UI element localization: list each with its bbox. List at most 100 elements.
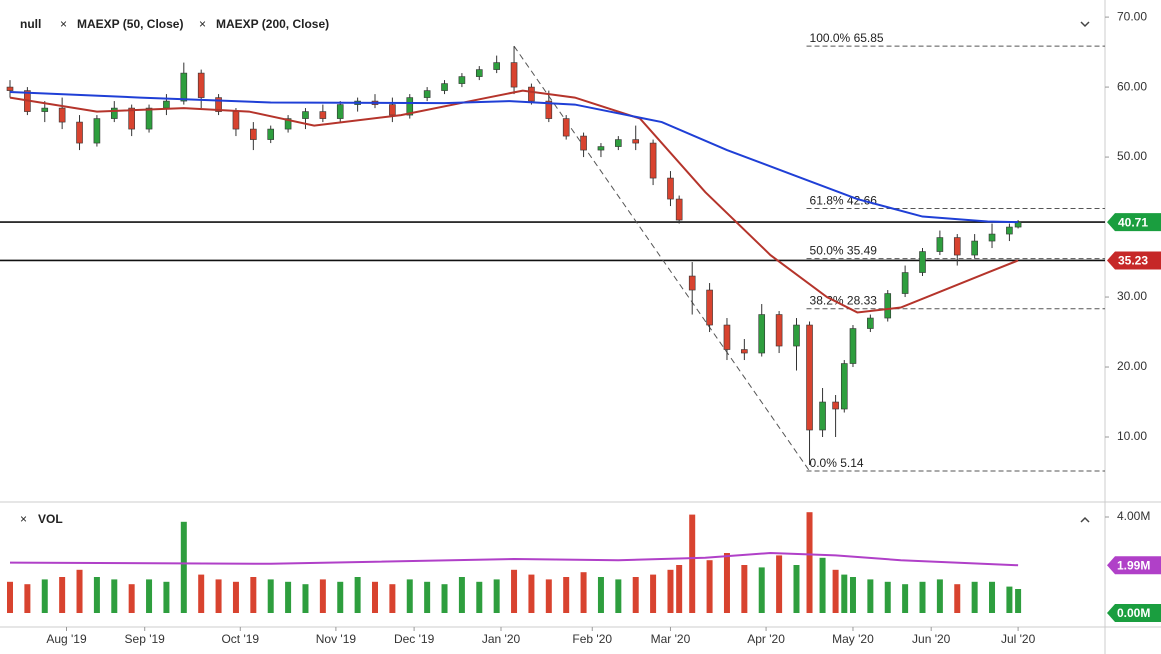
candle-body [667,177,674,200]
fib-ratio: 100.0% [810,31,851,45]
volume-bar [458,577,465,613]
fib-value: 28.33 [847,294,877,308]
candle-body [806,324,813,431]
volume-bar [180,521,187,613]
fib-label: 38.2% 28.33 [810,294,878,308]
volume-bar [689,514,696,613]
candle-body [562,118,570,137]
volume-bar [563,577,570,613]
volume-bar [884,581,891,613]
volume-badge-label: 1.99M [1117,558,1150,572]
fib-ratio: 0.0% [810,456,838,470]
remove-icon[interactable]: × [20,512,27,526]
volume-bar [528,574,535,613]
volume-bar [545,579,552,613]
volume-badge [1107,556,1161,575]
x-tick-label: May '20 [832,632,874,646]
volume-bar [971,581,978,613]
candle-body [741,349,748,354]
candle-body [267,128,275,140]
volume-bar [354,577,361,613]
y-tick-label: 30.00 [1117,289,1147,303]
volume-bar [989,581,996,613]
y-tick-label: 20.00 [1117,359,1147,373]
volume-bar [632,577,639,613]
volume-bar [41,579,48,613]
price-badge [1107,213,1161,232]
candle-body [775,314,783,347]
candle-body [180,72,188,102]
candle-body [884,293,892,319]
volume-bar [93,577,100,613]
volume-badge-label: 0.00M [1117,606,1150,620]
volume-bar [806,512,813,613]
candle-body [597,146,605,151]
candle-body [832,401,839,410]
fib-label: 50.0% 35.49 [810,244,878,258]
candle-body [510,62,518,88]
volume-bar [406,579,413,613]
volume-average [9,551,1019,567]
fib-label: 61.8% 42.66 [810,194,878,208]
candle-body [849,328,857,364]
candle-body [163,100,170,109]
price-badge [1107,251,1161,270]
collapse-icon[interactable] [1080,516,1090,523]
volume-bar [819,557,826,613]
candle-body [302,111,309,119]
legend-entry[interactable]: MAEXP (50, Close) [77,17,183,31]
candle-body [232,111,240,130]
volume-bar [1015,589,1022,613]
volume-bar [758,567,765,613]
y-tick-label: 10.00 [1117,429,1147,443]
candle-body [580,135,587,151]
candle-body [632,139,640,144]
candle-body [867,317,874,329]
candle-body [458,76,466,84]
x-tick-label: Apr '20 [747,632,785,646]
volume-bar [146,579,153,613]
fib-ratio: 50.0% [810,244,844,258]
candle-body [215,97,222,112]
x-tick-label: Jan '20 [482,632,521,646]
legend-entry[interactable]: MAEXP (200, Close) [216,17,329,31]
fib-value: 35.49 [847,244,877,258]
y-tick-label: 70.00 [1117,9,1147,23]
remove-icon[interactable]: × [60,17,67,31]
volume-bar [111,579,118,613]
candle-body [819,401,826,431]
volume-bar [267,579,274,613]
volume-bar [215,579,222,613]
fib-ratio: 61.8% [810,194,844,208]
x-tick-label: Mar '20 [651,632,691,646]
candle-body [423,90,431,98]
trend-line [513,45,810,472]
candle-body [758,314,766,354]
volume-bar [128,584,135,613]
remove-icon[interactable]: × [199,17,206,31]
volume-bar [676,565,683,613]
volume-bar [841,574,848,613]
candle-body [336,104,344,119]
volume-bar [59,577,66,613]
candle-body [688,275,696,291]
volume-bar [741,565,748,613]
candle-body [441,83,448,91]
volume-bar [389,584,396,613]
candle-body [706,289,713,326]
volume-bar [198,574,205,613]
x-tick-label: Nov '19 [316,632,357,646]
fib-value: 5.14 [840,456,864,470]
volume-bar [319,579,326,613]
fib-ratio: 38.2% [810,294,844,308]
volume-bar [667,569,674,613]
x-tick-label: Dec '19 [394,632,435,646]
candle-body [840,363,848,410]
volume-bar [76,569,83,613]
price-badge-label: 40.71 [1118,215,1148,229]
candle-body [493,62,500,70]
volume-badge [1107,604,1161,622]
candle-body [128,107,135,130]
collapse-icon[interactable] [1080,21,1090,28]
